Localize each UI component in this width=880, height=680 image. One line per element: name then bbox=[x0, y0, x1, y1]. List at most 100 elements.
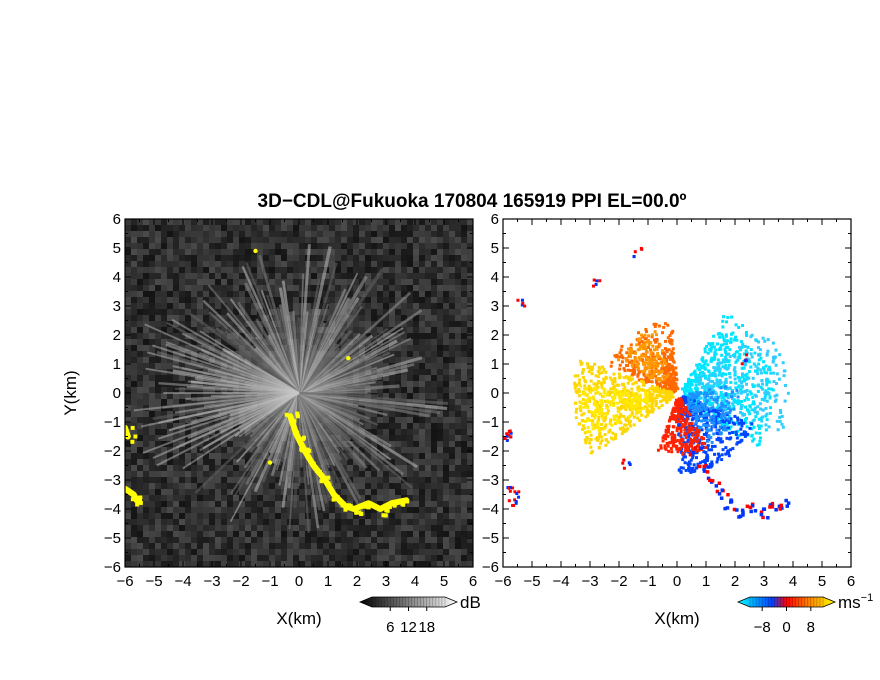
noise-cell bbox=[407, 489, 413, 495]
noise-cell bbox=[317, 219, 323, 225]
noise-cell bbox=[431, 507, 437, 513]
noise-cell bbox=[137, 351, 143, 357]
velocity-cell bbox=[685, 415, 689, 419]
noise-cell bbox=[299, 465, 305, 471]
noise-cell bbox=[251, 315, 257, 321]
velocity-cell bbox=[725, 422, 729, 426]
velocity-cell bbox=[727, 452, 731, 456]
noise-cell bbox=[239, 255, 245, 261]
noise-cell bbox=[233, 513, 239, 519]
noise-cell bbox=[293, 267, 299, 273]
noise-cell bbox=[221, 471, 227, 477]
noise-cell bbox=[443, 303, 449, 309]
velocity-cell bbox=[739, 410, 743, 414]
noise-cell bbox=[401, 285, 407, 291]
reflectivity-xtick-label: 6 bbox=[469, 573, 477, 590]
noise-cell bbox=[395, 279, 401, 285]
noise-cell bbox=[437, 453, 443, 459]
noise-cell bbox=[203, 219, 209, 225]
noise-cell bbox=[167, 351, 173, 357]
noise-cell bbox=[383, 279, 389, 285]
velocity-cell bbox=[715, 342, 719, 346]
noise-cell bbox=[455, 345, 461, 351]
noise-cell bbox=[143, 309, 149, 315]
noise-cell bbox=[359, 309, 365, 315]
noise-cell bbox=[407, 243, 413, 249]
velocity-cell bbox=[706, 382, 710, 386]
velocity-cell bbox=[773, 399, 777, 403]
noise-cell bbox=[437, 471, 443, 477]
echo-cell bbox=[125, 488, 127, 493]
noise-cell bbox=[383, 471, 389, 477]
noise-cell bbox=[125, 237, 131, 243]
noise-cell bbox=[257, 297, 263, 303]
noise-cell bbox=[341, 537, 347, 543]
noise-cell bbox=[257, 549, 263, 555]
noise-cell bbox=[179, 543, 185, 549]
noise-cell bbox=[215, 465, 221, 471]
noise-cell bbox=[161, 375, 167, 381]
velocity-cell bbox=[749, 352, 753, 356]
noise-cell bbox=[299, 219, 305, 225]
noise-cell bbox=[305, 465, 311, 471]
velocity-cell bbox=[702, 363, 706, 367]
noise-cell bbox=[143, 303, 149, 309]
noise-cell bbox=[191, 309, 197, 315]
noise-cell bbox=[461, 315, 467, 321]
noise-cell bbox=[383, 315, 389, 321]
velocity-cell bbox=[717, 361, 721, 365]
velocity-cell bbox=[755, 369, 759, 373]
noise-cell bbox=[371, 309, 377, 315]
noise-cell bbox=[131, 405, 137, 411]
noise-cell bbox=[179, 249, 185, 255]
noise-cell bbox=[431, 237, 437, 243]
noise-cell bbox=[443, 417, 449, 423]
noise-cell bbox=[125, 327, 131, 333]
velocity-cell bbox=[700, 385, 704, 389]
noise-cell bbox=[245, 279, 251, 285]
noise-cell bbox=[263, 219, 269, 225]
noise-cell bbox=[233, 237, 239, 243]
noise-cell bbox=[215, 519, 221, 525]
velocity-cell bbox=[707, 390, 711, 394]
velocity-cell bbox=[729, 337, 733, 341]
noise-cell bbox=[383, 291, 389, 297]
noise-cell bbox=[395, 345, 401, 351]
noise-cell bbox=[419, 495, 425, 501]
noise-cell bbox=[371, 285, 377, 291]
velocity-cell bbox=[721, 419, 725, 423]
noise-cell bbox=[233, 267, 239, 273]
velocity-cell bbox=[759, 385, 763, 389]
noise-cell bbox=[263, 519, 269, 525]
velocity-cell bbox=[778, 419, 782, 423]
noise-cell bbox=[389, 435, 395, 441]
noise-cell bbox=[239, 441, 245, 447]
noise-cell bbox=[203, 375, 209, 381]
noise-cell bbox=[227, 519, 233, 525]
velocity-cell bbox=[695, 409, 699, 413]
noise-cell bbox=[179, 291, 185, 297]
noise-cell bbox=[287, 237, 293, 243]
noise-cell bbox=[419, 429, 425, 435]
velocity-cell bbox=[717, 364, 721, 368]
velocity-cell bbox=[775, 419, 779, 423]
noise-cell bbox=[401, 291, 407, 297]
noise-cell bbox=[359, 315, 365, 321]
velocity-cell bbox=[771, 359, 775, 363]
noise-cell bbox=[461, 435, 467, 441]
noise-cell bbox=[215, 237, 221, 243]
velocity-cell bbox=[738, 356, 742, 360]
noise-cell bbox=[443, 267, 449, 273]
noise-cell bbox=[257, 279, 263, 285]
noise-cell bbox=[149, 375, 155, 381]
noise-cell bbox=[185, 345, 191, 351]
noise-cell bbox=[227, 495, 233, 501]
noise-cell bbox=[467, 225, 473, 231]
fan-ray bbox=[298, 391, 378, 397]
noise-cell bbox=[149, 363, 155, 369]
velocity-cell bbox=[765, 383, 769, 387]
noise-cell bbox=[389, 459, 395, 465]
velocity-cell bbox=[687, 465, 691, 469]
noise-cell bbox=[461, 489, 467, 495]
noise-cell bbox=[455, 453, 461, 459]
